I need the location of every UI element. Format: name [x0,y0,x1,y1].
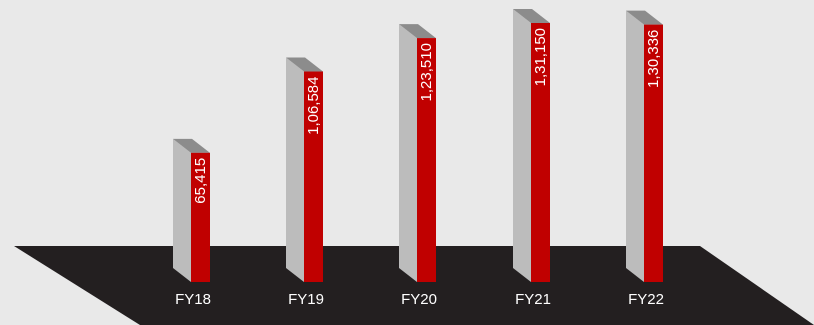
bar-value-label: 65,415 [192,158,209,204]
bar-value-label: 1,30,336 [645,30,662,88]
chart-floor [14,246,814,325]
bar-top-face [173,138,210,153]
bars-group: 65,415 FY18 1,06,584 FY19 1,23,510 FY20 1,31,1… [173,9,664,308]
bar-side-face [399,24,417,282]
category-label: FY18 [175,291,211,308]
bar-front-face [417,38,436,282]
category-label: FY19 [288,291,324,308]
bar-top-face [399,24,436,39]
bar-side-face [513,9,531,282]
bar-side-face [626,10,644,283]
category-label: FY20 [401,291,437,308]
bar-top-face [286,57,323,72]
bar-fy21: 1,31,150 FY21 [513,9,551,308]
category-label: FY21 [515,291,551,308]
bar-front-face [304,71,323,282]
bar-front-face [531,23,550,282]
bar-front-face [644,24,663,283]
bar-side-face [173,138,191,282]
bar-value-label: 1,23,510 [418,43,435,101]
bar-top-face [626,10,663,25]
bar-fy20: 1,23,510 FY20 [399,24,437,308]
bar-fy18: 65,415 FY18 [173,138,211,308]
bar-fy19: 1,06,584 FY19 [286,57,324,308]
bar-value-label: 1,31,150 [532,28,549,86]
bar-value-label: 1,06,584 [305,77,322,135]
bar-top-face [513,9,550,23]
bar-fy22: 1,30,336 FY22 [626,10,664,308]
bar-front-face [191,152,210,282]
category-label: FY22 [628,291,664,308]
bar-side-face [286,57,304,282]
